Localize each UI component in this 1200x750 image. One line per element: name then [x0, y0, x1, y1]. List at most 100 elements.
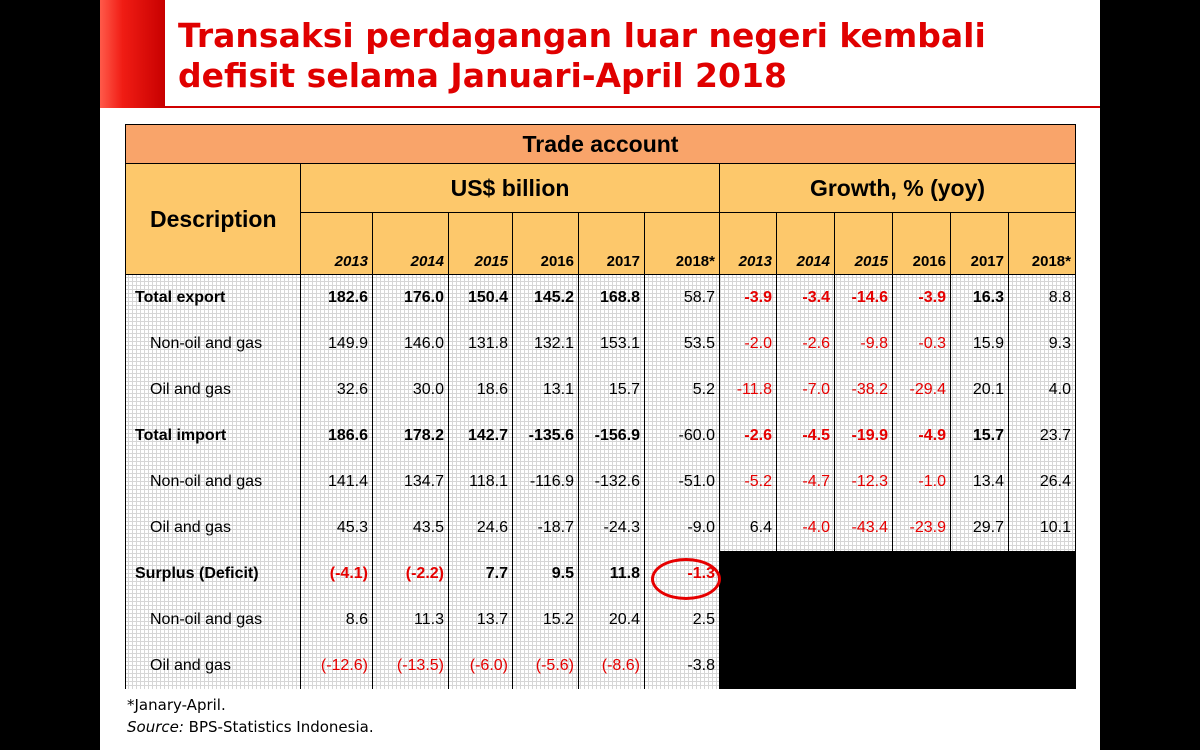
value-cell: 150.4: [448, 274, 513, 321]
growth-cell: -23.9: [892, 505, 951, 551]
table-row: Non-oil and gas 8.6 11.3 13.7 15.2 20.4 …: [125, 597, 1076, 643]
slide: Transaksi perdagangan luar negeri kembal…: [100, 0, 1100, 750]
value-cell: 142.7: [448, 413, 513, 459]
value-cell: -51.0: [644, 459, 720, 505]
year-header: 2013: [719, 212, 777, 275]
year-header: 2015: [834, 212, 893, 275]
value-cell: -135.6: [512, 413, 579, 459]
value-cell: 20.4: [578, 597, 645, 643]
value-cell: -156.9: [578, 413, 645, 459]
value-cell: -9.0: [644, 505, 720, 551]
growth-cell: -4.5: [776, 413, 835, 459]
growth-cell: -2.6: [719, 413, 777, 459]
row-label: Oil and gas: [125, 505, 301, 551]
value-cell: 9.5: [512, 551, 579, 597]
growth-cell: -7.0: [776, 367, 835, 413]
value-cell: 145.2: [512, 274, 579, 321]
value-cell: 45.3: [300, 505, 373, 551]
growth-cell: -14.6: [834, 274, 893, 321]
value-cell: (-5.6): [512, 643, 579, 689]
table-row: Total import 186.6 178.2 142.7 -135.6 -1…: [125, 413, 1076, 459]
growth-cell: 15.7: [950, 413, 1009, 459]
year-header: 2018*: [1008, 212, 1076, 275]
growth-cell: -12.3: [834, 459, 893, 505]
year-header: 2013: [300, 212, 373, 275]
value-cell: -116.9: [512, 459, 579, 505]
value-cell: 13.7: [448, 597, 513, 643]
value-cell: 141.4: [300, 459, 373, 505]
year-header: 2016: [512, 212, 579, 275]
value-cell: -60.0: [644, 413, 720, 459]
value-cell: 15.2: [512, 597, 579, 643]
row-label: Total export: [125, 274, 301, 321]
row-label: Non-oil and gas: [125, 459, 301, 505]
value-cell: 146.0: [372, 321, 449, 367]
value-cell: (-6.0): [448, 643, 513, 689]
value-cell: 178.2: [372, 413, 449, 459]
deficit-value: -1.3: [687, 565, 715, 582]
description-header: Description: [125, 163, 301, 275]
value-cell: 5.2: [644, 367, 720, 413]
row-label: Non-oil and gas: [125, 321, 301, 367]
year-header: 2016: [892, 212, 951, 275]
year-header: 2018*: [644, 212, 720, 275]
table-row: Oil and gas 32.6 30.0 18.6 13.1 15.7 5.2…: [125, 367, 1076, 413]
growth-cell: -3.9: [892, 274, 951, 321]
highlighted-deficit-cell: -1.3: [644, 551, 721, 600]
value-cell: (-2.2): [372, 551, 449, 597]
growth-cell: 6.4: [719, 505, 777, 551]
year-header: 2014: [372, 212, 449, 275]
growth-cell: -29.4: [892, 367, 951, 413]
growth-cell: 26.4: [1008, 459, 1076, 505]
row-label: Non-oil and gas: [125, 597, 301, 643]
growth-cell: -0.3: [892, 321, 951, 367]
growth-cell: -9.8: [834, 321, 893, 367]
value-cell: 132.1: [512, 321, 579, 367]
value-cell: 15.7: [578, 367, 645, 413]
table-row: Oil and gas (-12.6) (-13.5) (-6.0) (-5.6…: [125, 643, 1076, 689]
growth-cell: -11.8: [719, 367, 777, 413]
value-cell: 131.8: [448, 321, 513, 367]
value-cell: 186.6: [300, 413, 373, 459]
value-cell: 8.6: [300, 597, 373, 643]
table-row: Non-oil and gas 141.4 134.7 118.1 -116.9…: [125, 459, 1076, 505]
growth-header: Growth, % (yoy): [719, 163, 1076, 213]
growth-cell: 13.4: [950, 459, 1009, 505]
growth-cell: 23.7: [1008, 413, 1076, 459]
value-cell: 11.3: [372, 597, 449, 643]
value-cell: 11.8: [578, 551, 645, 597]
growth-cell: -4.0: [776, 505, 835, 551]
value-cell: 53.5: [644, 321, 720, 367]
year-header: 2015: [448, 212, 513, 275]
title-divider: [165, 106, 1100, 108]
growth-cell: -3.4: [776, 274, 835, 321]
year-header: 2014: [776, 212, 835, 275]
growth-cell: -2.6: [776, 321, 835, 367]
value-cell: -132.6: [578, 459, 645, 505]
table-row: Total export 182.6 176.0 150.4 145.2 168…: [125, 274, 1076, 321]
value-cell: 43.5: [372, 505, 449, 551]
page-title: Transaksi perdagangan luar negeri kembal…: [178, 16, 986, 96]
growth-cell: -2.0: [719, 321, 777, 367]
growth-cell: -19.9: [834, 413, 893, 459]
value-cell: 58.7: [644, 274, 720, 321]
value-cell: 32.6: [300, 367, 373, 413]
value-cell: 7.7: [448, 551, 513, 597]
footnote: *Janary-April.: [127, 696, 226, 714]
trade-account-table: Trade account Description US$ billion Gr…: [125, 124, 1076, 689]
value-cell: -18.7: [512, 505, 579, 551]
year-header: 2017: [578, 212, 645, 275]
growth-cell: 8.8: [1008, 274, 1076, 321]
growth-cell: -1.0: [892, 459, 951, 505]
value-cell: 182.6: [300, 274, 373, 321]
blank-black-area: [719, 551, 1076, 689]
value-cell: 13.1: [512, 367, 579, 413]
value-cell: 30.0: [372, 367, 449, 413]
value-cell: 24.6: [448, 505, 513, 551]
growth-cell: -43.4: [834, 505, 893, 551]
growth-cell: -4.9: [892, 413, 951, 459]
source-text: BPS-Statistics Indonesia.: [183, 718, 374, 736]
value-cell: -24.3: [578, 505, 645, 551]
growth-cell: 10.1: [1008, 505, 1076, 551]
table-row: Oil and gas 45.3 43.5 24.6 -18.7 -24.3 -…: [125, 505, 1076, 551]
